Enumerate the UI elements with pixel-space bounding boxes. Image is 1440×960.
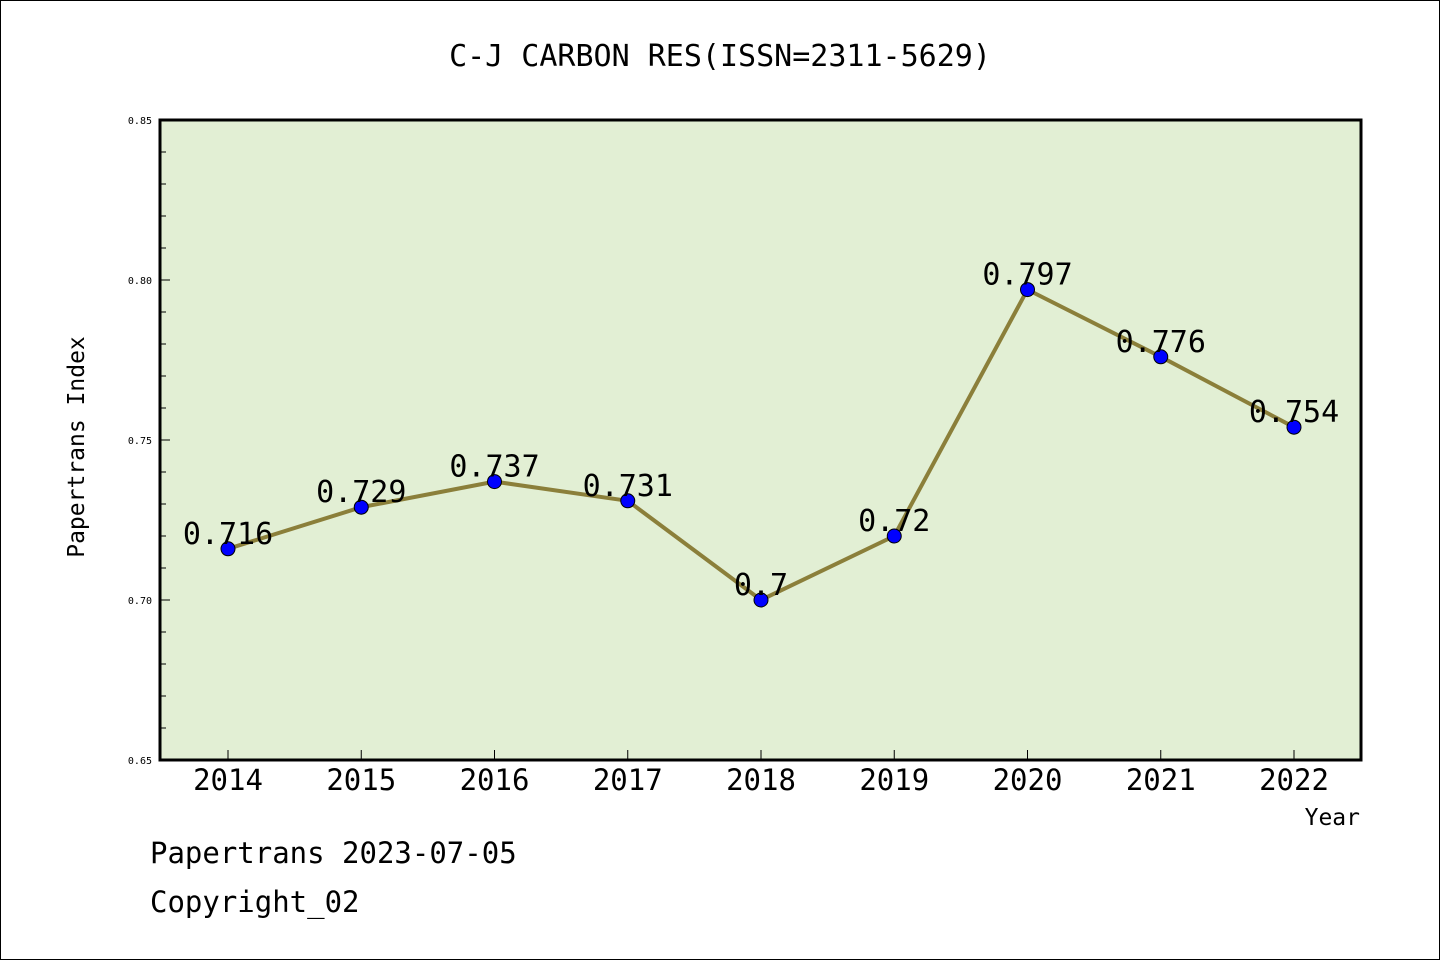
x-tick-label: 2020 <box>993 763 1063 797</box>
data-point <box>1286 419 1302 435</box>
x-tick-label: 2018 <box>726 763 796 797</box>
y-axis-label: Papertrans Index <box>64 336 90 558</box>
x-axis-label: Year <box>1305 805 1360 831</box>
plot-area <box>158 118 1363 762</box>
x-tick-label: 2016 <box>460 763 530 797</box>
data-label: 0.72 <box>858 504 930 539</box>
data-point <box>620 493 636 509</box>
x-tick-label: 2019 <box>859 763 929 797</box>
data-label: 0.776 <box>1116 325 1206 360</box>
footer-copyright: Copyright_02 <box>150 885 360 919</box>
data-point <box>753 592 769 608</box>
data-point <box>1020 282 1035 298</box>
data-point <box>1153 349 1169 365</box>
y-tick-label: 0.65 <box>128 756 152 767</box>
data-point <box>220 541 236 557</box>
x-tick-label: 2014 <box>193 763 263 797</box>
data-label: 0.7 <box>734 568 788 603</box>
data-label: 0.729 <box>316 475 406 510</box>
data-label: 0.716 <box>183 517 273 552</box>
chart-title: C-J CARBON RES(ISSN=2311-5629) <box>449 39 991 74</box>
y-tick-label: 0.85 <box>128 116 152 127</box>
y-tick-label: 0.80 <box>128 276 152 287</box>
footer-date: Papertrans 2023-07-05 <box>150 836 517 870</box>
x-tick-label: 2017 <box>593 763 663 797</box>
x-tick-label: 2015 <box>326 763 396 797</box>
y-tick-label: 0.70 <box>128 596 152 607</box>
data-label: 0.731 <box>583 469 673 504</box>
data-point <box>886 528 902 544</box>
data-label: 0.737 <box>449 450 539 485</box>
data-label: 0.797 <box>982 258 1072 293</box>
x-tick-label: 2021 <box>1126 763 1196 797</box>
data-label: 0.754 <box>1249 395 1339 430</box>
y-tick-label: 0.75 <box>128 436 152 447</box>
data-point <box>353 499 369 515</box>
data-point <box>487 474 502 490</box>
x-tick-label: 2022 <box>1259 763 1329 797</box>
